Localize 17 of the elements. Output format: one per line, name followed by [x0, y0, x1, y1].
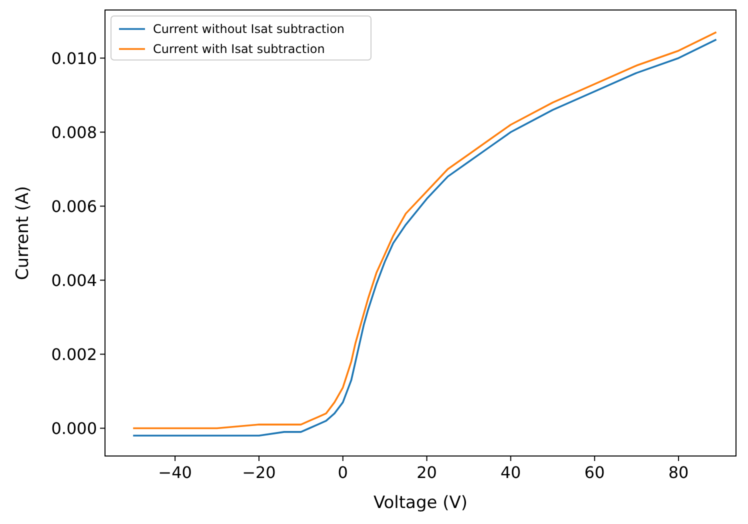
x-tick-label: −20: [242, 463, 276, 482]
legend-label: Current with Isat subtraction: [153, 42, 325, 56]
x-tick-label: −40: [158, 463, 192, 482]
y-tick-label: 0.002: [51, 345, 97, 364]
x-tick-label: 0: [338, 463, 348, 482]
x-tick-label: 80: [668, 463, 689, 482]
y-tick-label: 0.008: [51, 123, 97, 142]
y-axis-title: Current (A): [13, 186, 33, 280]
y-tick-label: 0.004: [51, 271, 97, 290]
x-tick-label: 60: [584, 463, 605, 482]
legend-label: Current without Isat subtraction: [153, 22, 345, 36]
x-tick-label: 40: [500, 463, 521, 482]
x-tick-label: 20: [416, 463, 437, 482]
x-axis-title: Voltage (V): [373, 493, 468, 513]
y-tick-label: 0.000: [51, 419, 97, 438]
y-tick-label: 0.010: [51, 49, 97, 68]
y-tick-label: 0.006: [51, 197, 97, 216]
